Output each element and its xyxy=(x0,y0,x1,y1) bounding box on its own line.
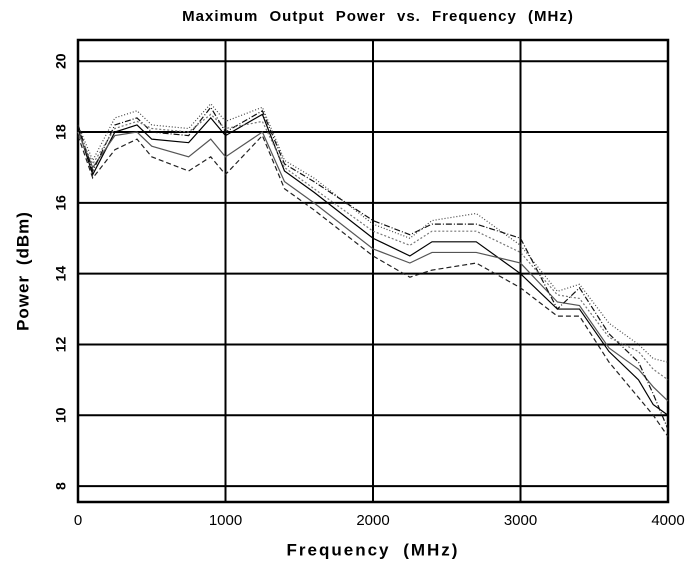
x-tick-label: 2000 xyxy=(356,512,389,529)
x-tick-label: 0 xyxy=(74,512,82,529)
y-tick-label: 14 xyxy=(53,266,69,282)
y-tick-label: 10 xyxy=(53,407,69,423)
y-axis-label: Power (dBm) xyxy=(13,211,32,331)
chart-title: Maximum Output Power vs. Frequency (MHz) xyxy=(182,8,574,25)
x-tick-label: 3000 xyxy=(504,512,537,529)
y-tick-label: 16 xyxy=(53,195,69,211)
y-tick-label: 8 xyxy=(53,482,69,490)
y-tick-label: 18 xyxy=(53,124,69,140)
x-tick-label: 1000 xyxy=(209,512,242,529)
y-tick-label: 12 xyxy=(53,336,69,352)
series-line xyxy=(77,134,669,437)
x-axis-label: Frequency (MHz) xyxy=(287,540,460,559)
plot-frame xyxy=(76,38,670,504)
series-line xyxy=(77,113,669,381)
series-line xyxy=(77,131,669,402)
y-tick-label: 20 xyxy=(53,53,69,69)
series-line xyxy=(77,113,669,416)
x-tick-label: 4000 xyxy=(651,512,684,529)
